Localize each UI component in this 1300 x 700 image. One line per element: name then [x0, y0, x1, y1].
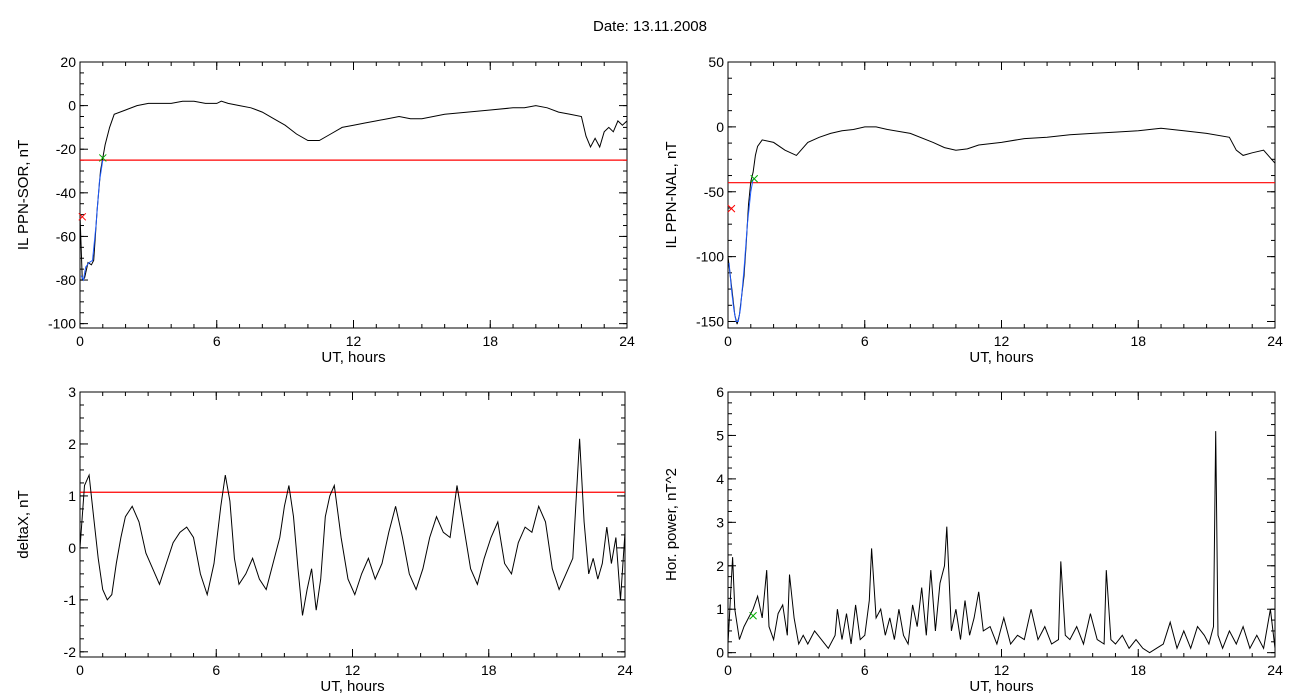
event-marker [750, 174, 759, 183]
panel-2: 0 6 12 18 24 50 0 -50 -100 -150 UT, hours IL PPN-NA… [663, 54, 1283, 366]
panel-4: 0 6 12 18 24 6 5 4 3 2 1 0 UT, hours Hor. power, nT^2 [663, 384, 1283, 695]
y-axis-label: IL PPN-SOR, nT [15, 140, 32, 250]
marker-stroke [727, 204, 736, 213]
x-tick-label: 6 [861, 662, 869, 678]
y-tick-label: -100 [696, 249, 724, 265]
x-tick-label: 18 [482, 333, 498, 349]
series-line-2 [728, 178, 754, 322]
y-tick-label: 0 [716, 645, 724, 661]
event-marker [749, 611, 757, 620]
y-tick-label: 20 [60, 54, 76, 70]
x-tick-label: 18 [481, 662, 497, 678]
y-axis-label: Hor. power, nT^2 [663, 468, 680, 581]
x-tick-label: 18 [1130, 333, 1146, 349]
x-tick-label: 6 [861, 333, 869, 349]
y-tick-label: 2 [716, 558, 724, 574]
x-tick-label: 6 [212, 662, 220, 678]
y-tick-label: -1 [64, 592, 77, 608]
page-title: Date: 13.11.2008 [593, 18, 707, 35]
y-tick-label: 50 [708, 54, 724, 70]
panel-1: 0 6 12 18 24 20 0 -20 -40 -60 -80 -100 UT, hours IL P… [15, 54, 635, 366]
event-marker [78, 212, 87, 221]
x-tick-label: 12 [994, 333, 1010, 349]
x-tick-label: 12 [994, 662, 1010, 678]
y-tick-label: -50 [704, 184, 724, 200]
x-tick-label: 24 [619, 333, 635, 349]
y-tick-label: 3 [68, 384, 76, 400]
x-tick-label: 12 [345, 662, 361, 678]
y-tick-label: 0 [68, 98, 76, 114]
x-tick-label: 6 [213, 333, 221, 349]
y-tick-label: 2 [68, 436, 76, 452]
y-tick-label: -2 [64, 644, 77, 660]
plot-frame [727, 391, 1276, 658]
y-tick-label: 4 [716, 471, 724, 487]
y-tick-label: -60 [56, 228, 76, 244]
y-tick-label: -150 [696, 314, 724, 330]
y-tick-label: 5 [716, 427, 724, 443]
y-tick-label: -20 [56, 141, 76, 157]
marker-stroke [98, 154, 107, 162]
x-axis-label: UT, hours [321, 349, 385, 366]
marker-stroke [750, 174, 759, 183]
y-tick-label: -40 [56, 185, 76, 201]
series-line-1 [80, 100, 627, 282]
plot-frame [79, 61, 628, 329]
y-tick-label: 0 [68, 540, 76, 556]
x-tick-label: 0 [724, 333, 732, 349]
y-tick-label: -80 [56, 272, 76, 288]
event-marker [98, 154, 107, 162]
x-axis-label: UT, hours [969, 678, 1033, 695]
plot-frame [727, 61, 1276, 329]
x-tick-label: 24 [617, 662, 633, 678]
panel-3: 0 6 12 18 24 3 2 1 0 -1 -2 UT, hours deltaX, nT [15, 384, 633, 695]
y-axis-label: IL PPN-NAL, nT [663, 142, 680, 249]
series-line-1 [80, 438, 625, 616]
plot-frame [79, 391, 626, 658]
y-tick-label: 0 [716, 119, 724, 135]
y-tick-label: 6 [716, 384, 724, 400]
y-tick-label: 1 [68, 488, 76, 504]
y-tick-label: 3 [716, 514, 724, 530]
x-tick-label: 24 [1267, 662, 1283, 678]
event-marker [727, 204, 736, 213]
x-tick-label: 18 [1130, 662, 1146, 678]
y-tick-label: -100 [48, 316, 76, 332]
y-tick-label: 1 [716, 601, 724, 617]
x-tick-label: 24 [1267, 333, 1283, 349]
marker-stroke [78, 212, 87, 221]
x-tick-label: 12 [346, 333, 362, 349]
x-axis-label: UT, hours [320, 678, 384, 695]
x-tick-label: 0 [724, 662, 732, 678]
series-line-1 [728, 126, 1275, 325]
y-axis-label: deltaX, nT [15, 490, 32, 558]
x-tick-label: 0 [76, 333, 84, 349]
x-axis-label: UT, hours [969, 349, 1033, 366]
series-line-1 [728, 431, 1275, 654]
x-tick-label: 0 [76, 662, 84, 678]
marker-stroke [749, 611, 757, 620]
series-line-2 [80, 160, 104, 282]
